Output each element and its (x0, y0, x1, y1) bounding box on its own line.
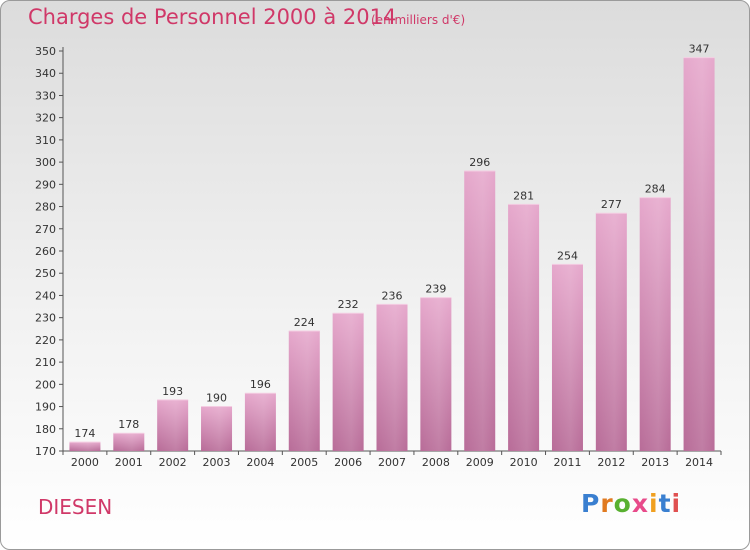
logo-letter: r (600, 489, 614, 518)
bar-highlight (201, 406, 233, 451)
bar-highlight (288, 331, 320, 451)
bar-value-label: 178 (118, 418, 139, 431)
y-tick-label: 310 (35, 134, 56, 147)
bar-value-label: 296 (469, 156, 490, 169)
x-tick-label: 2000 (71, 456, 99, 469)
y-tick-label: 330 (35, 89, 56, 102)
bar-value-label: 277 (601, 198, 622, 211)
bar-value-label: 254 (557, 249, 578, 262)
bar-highlight (376, 304, 408, 451)
bar-value-label: 284 (645, 183, 666, 196)
bar-highlight (332, 313, 364, 451)
logo-letter: o (613, 489, 632, 518)
bar-value-label: 347 (689, 43, 710, 56)
logo-letter: i (649, 489, 659, 518)
x-tick-label: 2001 (115, 456, 143, 469)
bar-highlight (464, 171, 496, 451)
y-tick-label: 290 (35, 178, 56, 191)
x-tick-label: 2011 (553, 456, 581, 469)
y-tick-label: 240 (35, 289, 56, 302)
y-tick-label: 280 (35, 201, 56, 214)
y-tick-label: 350 (35, 45, 56, 58)
y-tick-label: 320 (35, 112, 56, 125)
x-tick-label: 2004 (246, 456, 274, 469)
chart-subtitle: (en milliers d'€) (371, 13, 466, 27)
x-tick-label: 2012 (597, 456, 625, 469)
bar-highlight (639, 197, 671, 451)
bar-highlight (244, 393, 276, 451)
logo-letter: i (671, 489, 682, 518)
y-tick-label: 170 (35, 445, 56, 458)
bar-value-label: 190 (206, 392, 227, 405)
bar-value-label: 174 (74, 427, 95, 440)
x-tick-label: 2010 (510, 456, 538, 469)
logo-letter: x (631, 489, 649, 518)
bar-value-label: 236 (382, 289, 403, 302)
x-tick-label: 2014 (685, 456, 713, 469)
proxiti-logo[interactable]: Proxiti (581, 489, 681, 518)
x-tick-label: 2002 (159, 456, 187, 469)
bar-value-label: 232 (338, 298, 359, 311)
x-tick-label: 2009 (466, 456, 494, 469)
bar-highlight (595, 213, 627, 451)
x-tick-label: 2003 (203, 456, 231, 469)
y-tick-label: 340 (35, 67, 56, 80)
chart-bars: 174 178 193 190 196 224 232 236 239 296 281 254 277 2… (69, 43, 715, 452)
y-tick-label: 270 (35, 223, 56, 236)
bar-highlight (420, 297, 452, 451)
bar-highlight (508, 204, 540, 451)
y-tick-label: 260 (35, 245, 56, 258)
y-tick-label: 220 (35, 334, 56, 347)
chart-title: Charges de Personnel 2000 à 2014 (28, 5, 397, 29)
bar-value-label: 281 (513, 189, 534, 202)
commune-name: DIESEN (38, 495, 113, 519)
logo-letter: P (581, 489, 601, 518)
x-tick-label: 2006 (334, 456, 362, 469)
y-tick-label: 250 (35, 267, 56, 280)
y-tick-label: 190 (35, 401, 56, 414)
bar-value-label: 196 (250, 378, 271, 391)
bar-value-label: 239 (425, 283, 446, 296)
x-tick-label: 2007 (378, 456, 406, 469)
y-tick-label: 230 (35, 312, 56, 325)
y-tick-label: 300 (35, 156, 56, 169)
bar-value-label: 224 (294, 316, 315, 329)
bar-highlight (113, 433, 145, 451)
y-tick-label: 180 (35, 423, 56, 436)
x-tick-label: 2005 (290, 456, 318, 469)
bar-value-label: 193 (162, 385, 183, 398)
logo-letter: t (658, 489, 672, 518)
bar-highlight (683, 57, 715, 452)
x-tick-label: 2013 (641, 456, 669, 469)
bar-highlight (69, 442, 101, 451)
y-tick-label: 210 (35, 356, 56, 369)
bar-highlight (157, 399, 189, 451)
bar-highlight (551, 264, 583, 451)
chart-axes: 170 180 190 200 210 220 230 240 250 260 270 280 290 3… (35, 45, 722, 469)
x-tick-label: 2008 (422, 456, 450, 469)
y-tick-label: 200 (35, 378, 56, 391)
